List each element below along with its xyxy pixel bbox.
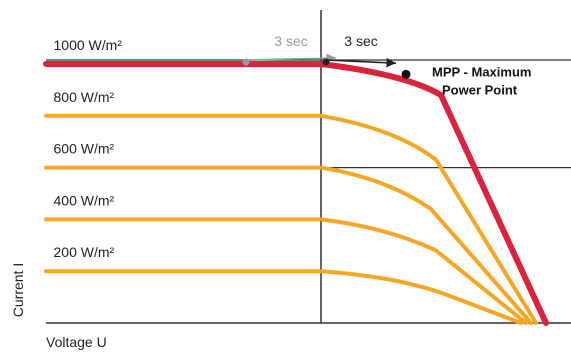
series-label: 400 W/m² (54, 192, 115, 208)
series-line (44, 269, 523, 325)
series-label: 200 W/m² (54, 244, 115, 260)
series-line (43, 61, 549, 326)
tracking-point (322, 58, 330, 66)
annotation-layer: 3 sec 3 sec MPP - Maximum Power Point (242, 33, 531, 97)
y-axis-label: Current I (10, 263, 26, 317)
series-layer: 1000 W/m² 800 W/m² 600 W/m² 400 W/m² 200 W/m… (43, 37, 549, 326)
series-label: 800 W/m² (54, 89, 115, 105)
series-label: 1000 W/m² (54, 37, 123, 53)
mpp-point (401, 69, 411, 79)
series-line (44, 165, 533, 325)
series-label: 600 W/m² (54, 141, 115, 157)
tracking-label: 3 sec (274, 33, 307, 49)
tracking-point (242, 58, 250, 66)
label-layer: Current I Voltage U (10, 263, 107, 350)
mpp-label: MPP - Maximum (432, 64, 531, 79)
x-axis-label: Voltage U (46, 334, 107, 350)
tracking-arrow (245, 53, 337, 64)
series-line (44, 113, 538, 325)
tracking-arrow (325, 57, 397, 68)
series-line (44, 217, 528, 325)
mpp-label: Power Point (442, 82, 518, 97)
tracking-label: 3 sec (344, 33, 377, 49)
